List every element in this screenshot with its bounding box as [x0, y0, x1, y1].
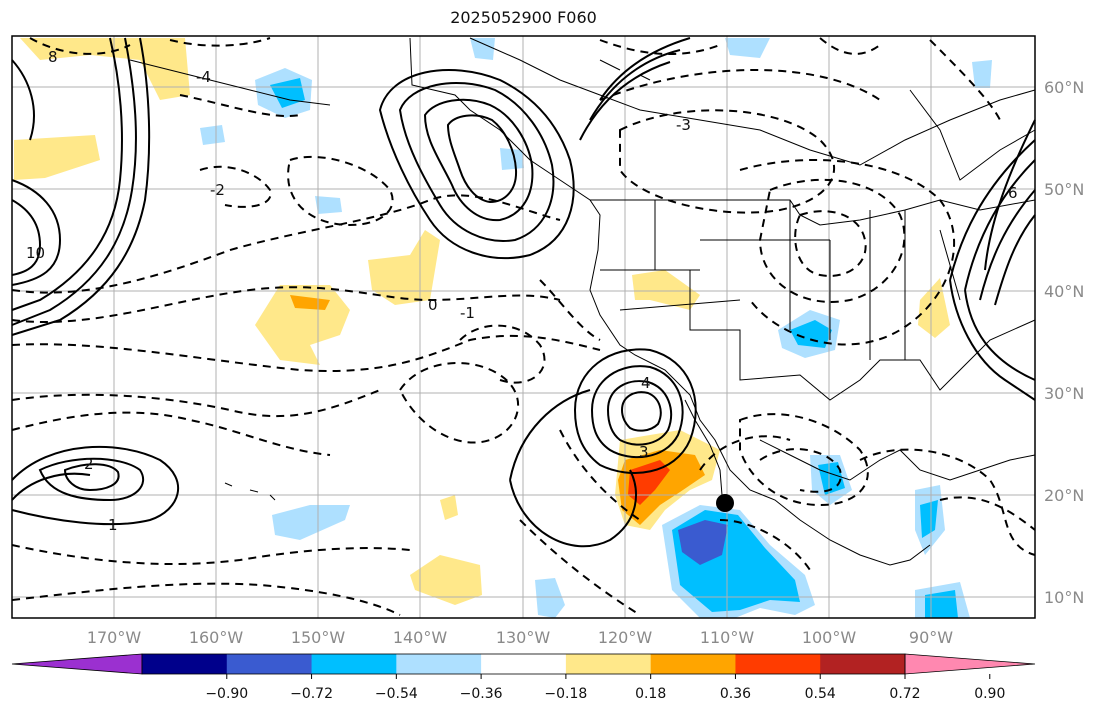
- contour-label: 1: [108, 516, 118, 534]
- storm-center-marker: [716, 494, 734, 512]
- colorbar-tick-label: 0.54: [805, 686, 836, 702]
- colorbar-extend-min: [11, 653, 143, 675]
- lat-label: 50°N: [1044, 180, 1084, 199]
- colorbar-tick-label: 0.36: [720, 686, 751, 702]
- dashed-contours: [11, 37, 1036, 616]
- colorbar-segment: [735, 654, 821, 674]
- colorbar-tick-label: −0.18: [544, 686, 587, 702]
- graticule: [12, 36, 1035, 618]
- contour-label: 6: [1008, 184, 1018, 202]
- lon-label: 120°W: [598, 628, 653, 647]
- colorbar-segment: [565, 654, 652, 674]
- lat-label: 10°N: [1044, 588, 1084, 607]
- lat-label: 40°N: [1044, 282, 1084, 301]
- shade-lightblue-sm: [200, 125, 225, 145]
- shade-yellow-pac2: [440, 495, 458, 520]
- contour-label: 10: [26, 244, 45, 262]
- shade-yellow-nw: [20, 38, 190, 100]
- shade-lightblue-sm2: [315, 196, 342, 214]
- lat-label: 60°N: [1044, 78, 1084, 97]
- map-frame: [11, 35, 1036, 619]
- colorbar-segment: [226, 654, 313, 674]
- longitude-labels: 170°W 160°W 150°W 140°W 130°W 120°W 110°…: [87, 628, 953, 647]
- contour-label: -4: [196, 68, 211, 86]
- contour-label: 2: [84, 455, 94, 473]
- colorbar-extend-max: [904, 653, 1036, 675]
- colorbar-segment: [481, 654, 567, 674]
- colorbar-segment: [396, 654, 482, 674]
- colorbar-tick-label: 0.90: [974, 686, 1005, 702]
- contour-label: 0: [428, 296, 438, 314]
- lon-label: 160°W: [189, 628, 244, 647]
- shading-layer: [14, 38, 992, 618]
- shade-lightblue-sm3: [500, 148, 524, 170]
- shade-lightblue-pac: [272, 505, 350, 540]
- shade-darkblue-big: [678, 520, 728, 565]
- shade-blue-mx: [818, 462, 845, 495]
- lon-label: 140°W: [393, 628, 448, 647]
- shade-yellow-pac: [410, 555, 482, 605]
- contour-label: -1: [460, 304, 475, 322]
- contour-label: 8: [48, 48, 58, 66]
- contour-label: 3: [639, 443, 649, 461]
- contour-label: -3: [676, 116, 691, 134]
- lon-label: 150°W: [291, 628, 346, 647]
- colorbar-tick-label: −0.36: [460, 686, 503, 702]
- colorbar-outline: [141, 653, 906, 675]
- contour-label: -2: [210, 181, 225, 199]
- lon-label: 170°W: [87, 628, 142, 647]
- shade-orange-mid: [290, 295, 330, 310]
- colorbar-segment: [650, 654, 736, 674]
- contour-label: 4: [641, 374, 651, 392]
- solid-contours: [11, 37, 1036, 548]
- shade-yellow-c: [368, 230, 440, 305]
- shade-blue-tx: [790, 320, 832, 348]
- colorbar-tick-label: −0.54: [375, 686, 418, 702]
- shade-lightblue-n1: [470, 38, 495, 60]
- colorbar-tick-label: −0.72: [290, 686, 333, 702]
- lon-label: 130°W: [496, 628, 551, 647]
- shade-yellow-w: [14, 135, 100, 180]
- shade-yellow-east: [918, 278, 950, 338]
- colorbar-segment: [820, 654, 906, 674]
- lat-label: 30°N: [1044, 384, 1084, 403]
- shade-lightblue-ne: [972, 60, 992, 88]
- colorbar-segment: [142, 654, 228, 674]
- colorbar-segment: [311, 654, 397, 674]
- lon-label: 100°W: [802, 628, 857, 647]
- shade-yellow-us: [632, 270, 700, 310]
- lat-label: 20°N: [1044, 486, 1084, 505]
- map-title: 2025052900 F060: [450, 8, 597, 27]
- latitude-labels: 60°N 50°N 40°N 30°N 20°N 10°N: [1044, 78, 1084, 607]
- colorbar-tick-label: 0.18: [635, 686, 666, 702]
- lon-label: 90°W: [909, 628, 953, 647]
- shade-lightblue-n2: [725, 38, 770, 58]
- colorbar-tick-label: −0.90: [205, 686, 248, 702]
- contour-labels: -4 -3 -2 -1 0 1 2 3 4 6 8 10: [26, 48, 1018, 534]
- colorbar-tick-label: 0.72: [889, 686, 920, 702]
- shade-red-baja: [628, 460, 670, 505]
- shade-lightblue-sp: [535, 578, 565, 618]
- shade-blue-se: [925, 590, 958, 618]
- lon-label: 110°W: [700, 628, 755, 647]
- coastlines: [129, 37, 1036, 566]
- shade-blue-ca: [920, 500, 938, 538]
- colorbar: −0.90 −0.72 −0.54 −0.36 −0.18 0.18 0.36 0.54 0.7…: [11, 653, 1036, 702]
